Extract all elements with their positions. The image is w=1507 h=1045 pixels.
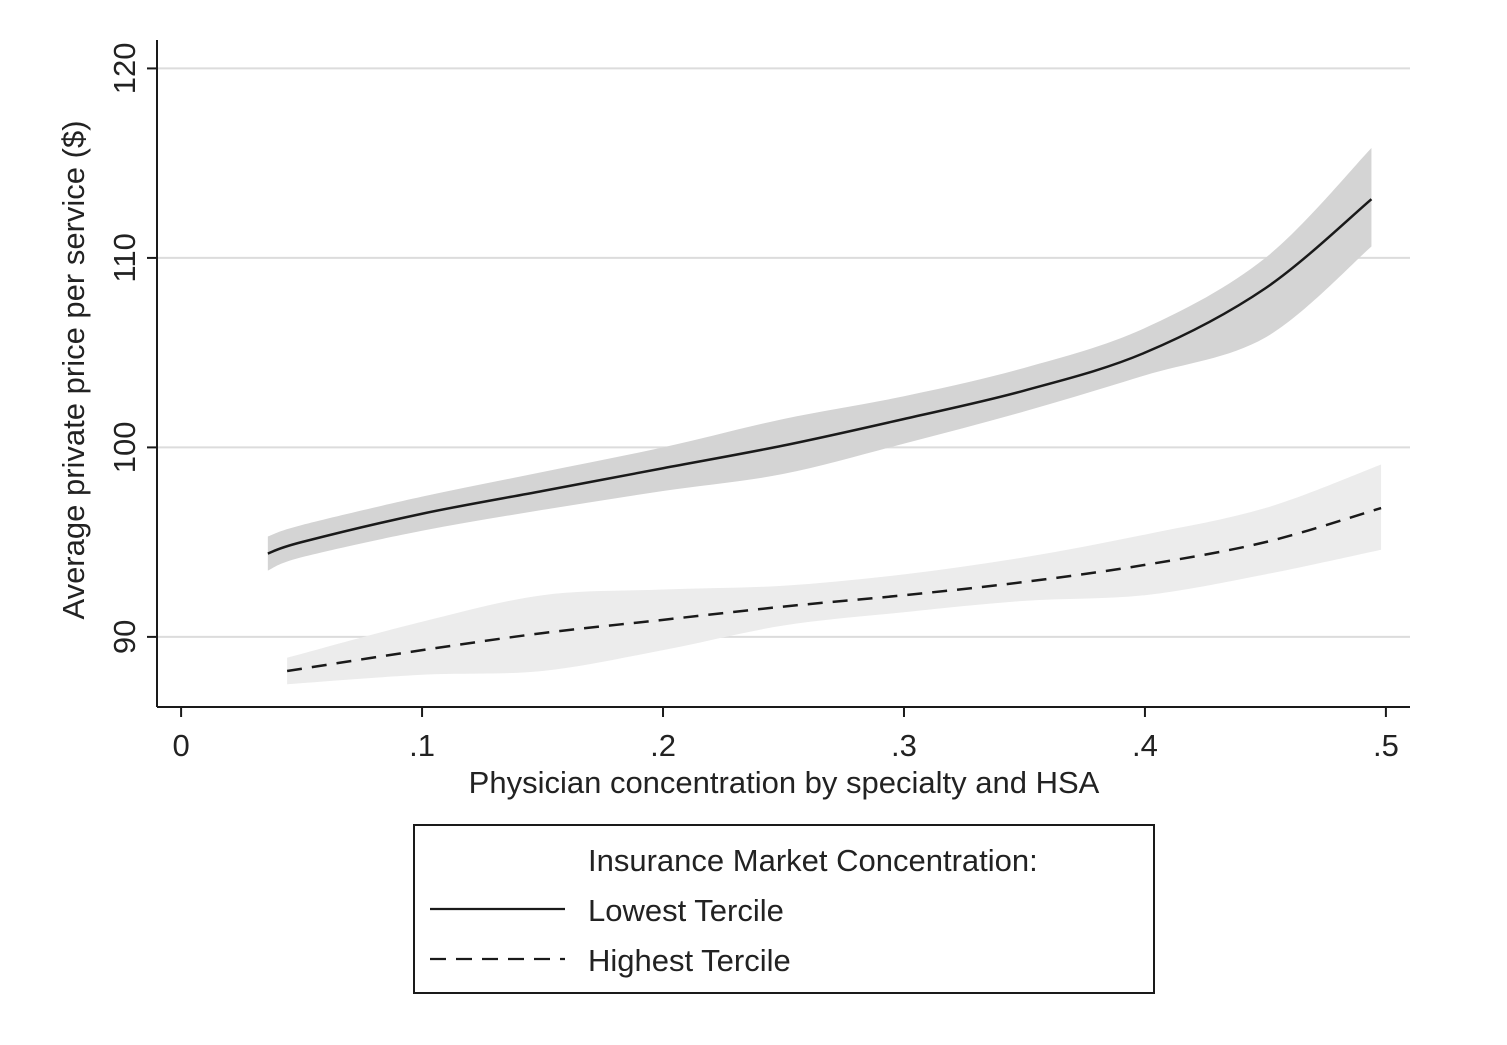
x-tick-label-3: .3: [891, 728, 917, 763]
confidence-bands: [267, 148, 1382, 685]
y-axis-title: Average private price per service ($): [56, 120, 91, 619]
gridlines: [157, 67, 1410, 638]
x-axis-title: Physician concentration by specialty and…: [469, 765, 1100, 800]
series-line-0: [267, 198, 1373, 555]
axes: 0 .1 .2 .3 .4 .5 90 100 110 120: [107, 40, 1410, 763]
legend-label-lowest: Lowest Tercile: [588, 893, 784, 928]
legend-label-highest: Highest Tercile: [588, 943, 791, 978]
x-tick-label-2: .2: [650, 728, 676, 763]
confidence-band-1: [287, 464, 1382, 685]
series-line-1: [286, 506, 1382, 673]
x-tick-label-5: .5: [1373, 728, 1399, 763]
legend: Insurance Market Concentration: Lowest T…: [413, 824, 1155, 994]
y-tick-label-0: 90: [107, 620, 142, 654]
x-tick-label-0: 0: [172, 728, 189, 763]
y-tick-label-3: 120: [107, 43, 142, 95]
y-tick-label-2: 110: [107, 233, 142, 282]
x-tick-label-1: .1: [409, 728, 435, 763]
confidence-band-0: [267, 148, 1372, 571]
y-tick-label-1: 100: [107, 422, 142, 474]
series-lines: [267, 198, 1382, 673]
legend-title: Insurance Market Concentration:: [588, 843, 1038, 878]
x-tick-label-4: .4: [1132, 728, 1158, 763]
